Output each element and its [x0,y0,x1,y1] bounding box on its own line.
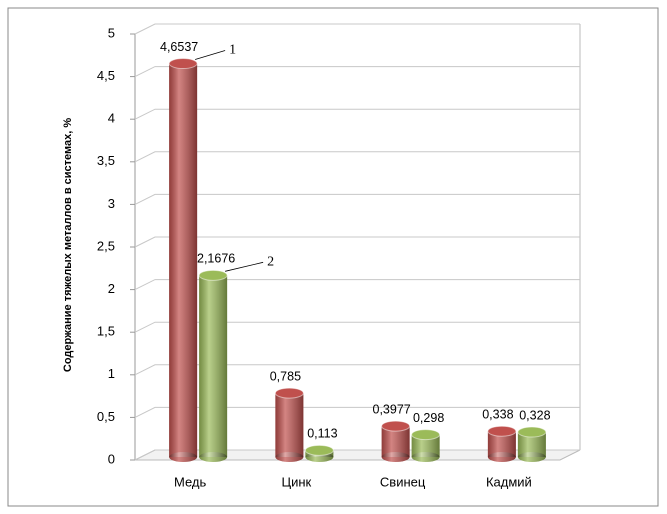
bar-top [274,387,304,399]
y-tick-label: 2 [108,281,115,296]
grid-line [134,151,580,163]
y-tick-label: 4 [108,111,115,126]
bar-base-shade [517,452,546,462]
grid-line [134,23,580,35]
value-label: 0,113 [307,427,337,441]
bar-top [411,429,441,441]
bar-top [381,420,411,432]
value-label: 0,338 [482,407,513,421]
value-label: 0,298 [413,411,444,425]
value-label: 0,328 [519,408,550,422]
bar-top [487,425,517,437]
grid-line [134,279,580,291]
grid-line [134,364,580,376]
y-tick-label: 3 [108,196,115,211]
y-tick-label: 1,5 [97,324,115,339]
y-tick-label: 0 [108,451,115,466]
value-label: 2,1676 [197,252,235,266]
x-tick-label: Цинк [282,474,312,489]
frame [7,7,659,507]
value-label: 0,785 [270,369,301,383]
x-tick-label: Свинец [380,474,426,489]
y-axis-title: Содержание тяжелых металлов в системах, … [62,118,74,372]
series-callout: 2 [267,255,274,270]
grid-line [134,66,580,78]
y-tick-label: 3,5 [97,153,115,168]
bar-shade [275,393,304,457]
bar-base-shade [411,452,440,462]
bar-top [517,426,547,438]
series-callout: 1 [229,43,236,58]
callout-line [225,261,264,272]
grid-line [134,321,580,333]
value-label: 4,6537 [160,40,198,54]
bar-base-shade [487,452,516,462]
bar-shade [199,275,228,457]
grid-line [134,236,580,248]
bar-top [304,444,334,456]
value-label: 0,3977 [373,402,411,416]
y-tick-label: 5 [108,25,115,40]
y-tick-label: 1 [108,366,115,381]
bar-top [198,269,228,281]
y-tick-label: 4,5 [97,68,115,83]
grid-line [134,193,580,205]
y-tick-label: 0,5 [97,409,115,424]
grid-line [134,406,580,418]
callout-line [195,50,226,60]
bar-shade [169,63,198,457]
bar-base-shade [169,452,198,462]
x-tick-label: Кадмий [486,474,532,489]
x-tick-label: Медь [174,474,207,489]
bar-base-shade [199,452,228,462]
bar-base-shade [381,452,410,462]
y-tick-label: 2,5 [97,238,115,253]
bar-shade [411,434,440,457]
grid-line [134,108,580,120]
bar-base-shade [275,452,304,462]
bar-top [168,58,198,70]
